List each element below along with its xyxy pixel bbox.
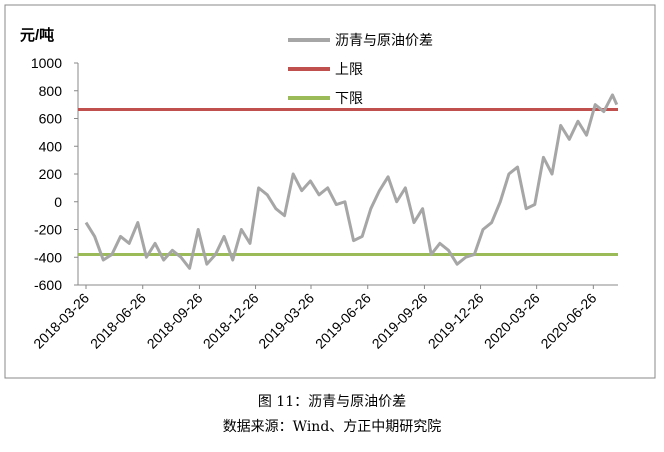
y-tick-label: 600 [39,111,63,127]
source: 数据来源：Wind、方正中期研究院 [223,419,442,435]
x-tick-label: 2020-03-26 [481,290,543,352]
x-tick-label: 2018-06-26 [87,290,149,352]
y-tick-label: 1000 [31,55,62,71]
x-tick-label: 2019-03-26 [255,290,317,352]
legend-label: 沥青与原油价差 [335,32,433,48]
x-tick-label: 2018-03-26 [30,290,92,352]
caption: 图 11：沥青与原油价差 [258,394,406,410]
unit-label: 元/吨 [20,26,54,44]
x-tick-label: 2018-09-26 [144,290,206,352]
legend-label: 上限 [335,61,363,77]
x-tick-label: 2020-06-26 [538,290,600,352]
y-tick-label: -400 [34,249,62,265]
y-tick-label: 200 [39,166,63,182]
y-tick-label: 400 [39,138,63,154]
y-tick-label: -200 [34,222,62,238]
series-line [84,93,619,270]
x-tick-label: 2019-09-26 [369,290,431,352]
y-tick-label: -600 [34,277,62,293]
legend-label: 下限 [335,90,363,106]
x-tick-label: 2019-12-26 [425,290,487,352]
y-tick-label: 800 [39,83,63,99]
frame [4,4,656,379]
x-tick-label: 2018-12-26 [200,290,262,352]
y-tick-label: 0 [54,194,62,210]
x-tick-label: 2019-06-26 [312,290,374,352]
